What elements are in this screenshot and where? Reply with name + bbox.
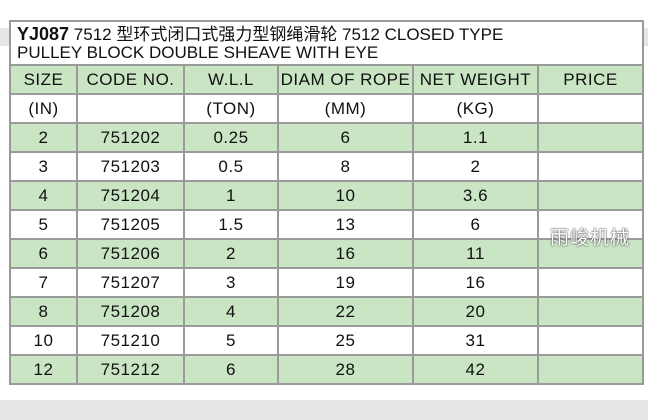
cell: 751210 bbox=[76, 325, 185, 356]
cell: 3.6 bbox=[412, 180, 539, 211]
cell: 6 bbox=[277, 122, 414, 153]
model-code: YJ087 bbox=[17, 24, 70, 44]
cell: 6 bbox=[183, 354, 279, 383]
cell: 16 bbox=[277, 238, 414, 269]
cell: (MM) bbox=[277, 93, 414, 124]
cell bbox=[537, 325, 642, 356]
cell: (IN) bbox=[11, 93, 78, 124]
cell: 13 bbox=[277, 209, 414, 240]
cell: 3 bbox=[11, 151, 78, 182]
cell bbox=[537, 267, 642, 298]
watermark: 雨峻机械 bbox=[550, 228, 631, 249]
table-row: 12 751212 6 28 42 bbox=[11, 354, 642, 383]
table-row: 10 751210 5 25 31 bbox=[11, 325, 642, 356]
cell: 25 bbox=[277, 325, 414, 356]
cell: 751208 bbox=[76, 296, 185, 327]
cell bbox=[537, 180, 642, 211]
cell: 31 bbox=[412, 325, 539, 356]
cell: 8 bbox=[11, 296, 78, 327]
cell: 8 bbox=[277, 151, 414, 182]
cell bbox=[537, 354, 642, 383]
table-title: YJ087 7512 型环式闭口式强力型钢绳滑轮 7512 CLOSED TYP… bbox=[11, 22, 642, 66]
cell: 16 bbox=[412, 267, 539, 298]
cell: DIAM OF ROPE bbox=[277, 66, 414, 95]
cell: 2 bbox=[183, 238, 279, 269]
cell: NET WEIGHT bbox=[412, 66, 539, 95]
cell: SIZE bbox=[11, 66, 78, 95]
table-row: 8 751208 4 22 20 bbox=[11, 296, 642, 327]
cell bbox=[537, 151, 642, 182]
cell: 6 bbox=[11, 238, 78, 269]
cell: 7 bbox=[11, 267, 78, 298]
cell: (KG) bbox=[412, 93, 539, 124]
cell: 28 bbox=[277, 354, 414, 383]
cell bbox=[537, 238, 642, 269]
cell: 20 bbox=[412, 296, 539, 327]
title-text: 7512 型环式闭口式强力型钢绳滑轮 7512 CLOSED TYPE bbox=[73, 25, 504, 44]
cell: 12 bbox=[11, 354, 78, 383]
cell: 10 bbox=[277, 180, 414, 211]
cell: W.L.L bbox=[183, 66, 279, 95]
background-band bbox=[0, 400, 648, 420]
spec-table: YJ087 7512 型环式闭口式强力型钢绳滑轮 7512 CLOSED TYP… bbox=[9, 20, 644, 385]
cell bbox=[537, 296, 642, 327]
cell: 2 bbox=[11, 122, 78, 153]
cell: 751212 bbox=[76, 354, 185, 383]
cell: 751202 bbox=[76, 122, 185, 153]
cell: 4 bbox=[11, 180, 78, 211]
cell: 1.1 bbox=[412, 122, 539, 153]
cell: 19 bbox=[277, 267, 414, 298]
cell: 1.5 bbox=[183, 209, 279, 240]
table-row: 7 751207 3 19 16 bbox=[11, 267, 642, 298]
cell: CODE NO. bbox=[76, 66, 185, 95]
cell: 6 bbox=[412, 209, 539, 240]
cell: 1 bbox=[183, 180, 279, 211]
cell: 3 bbox=[183, 267, 279, 298]
units-row: (IN) (TON) (MM) (KG) bbox=[11, 93, 642, 124]
cell: (TON) bbox=[183, 93, 279, 124]
table-row: 2 751202 0.25 6 1.1 bbox=[11, 122, 642, 153]
cell bbox=[76, 93, 185, 124]
cell: 0.5 bbox=[183, 151, 279, 182]
cell: 0.25 bbox=[183, 122, 279, 153]
table-row: 6 751206 2 16 11 bbox=[11, 238, 642, 269]
cell: 5 bbox=[11, 209, 78, 240]
cell: PRICE bbox=[537, 66, 642, 95]
cell bbox=[537, 209, 642, 240]
cell: 751207 bbox=[76, 267, 185, 298]
cell: 4 bbox=[183, 296, 279, 327]
cell: 10 bbox=[11, 325, 78, 356]
cell: 42 bbox=[412, 354, 539, 383]
cell: 751204 bbox=[76, 180, 185, 211]
cell: 22 bbox=[277, 296, 414, 327]
cell: 5 bbox=[183, 325, 279, 356]
cell bbox=[537, 93, 642, 124]
table-row: 3 751203 0.5 8 2 bbox=[11, 151, 642, 182]
cell: 751203 bbox=[76, 151, 185, 182]
cell: 2 bbox=[412, 151, 539, 182]
header-row: SIZE CODE NO. W.L.L DIAM OF ROPE NET WEIGHT P… bbox=[11, 66, 642, 95]
cell: 751206 bbox=[76, 238, 185, 269]
table-row: 4 751204 1 10 3.6 bbox=[11, 180, 642, 211]
cell: 11 bbox=[412, 238, 539, 269]
cell bbox=[537, 122, 642, 153]
cell: 751205 bbox=[76, 209, 185, 240]
table-row: 5 751205 1.5 13 6 bbox=[11, 209, 642, 240]
title-line2: PULLEY BLOCK DOUBLE SHEAVE WITH EYE bbox=[17, 43, 379, 62]
